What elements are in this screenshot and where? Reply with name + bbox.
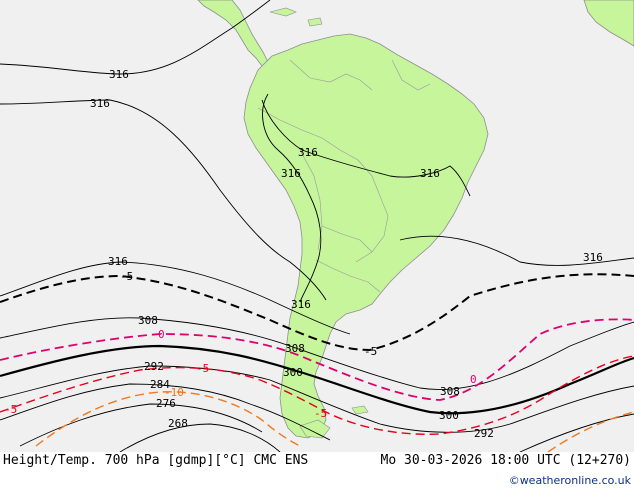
height-label: 308 (440, 385, 460, 398)
isotherm-minus10 (35, 391, 301, 447)
falkland-islands (351, 405, 369, 415)
temp-label: -5 (120, 270, 133, 283)
temp-label: -10 (164, 386, 184, 399)
contour-low-east (519, 413, 634, 452)
africa-corner (583, 0, 634, 47)
contour-308 (0, 317, 634, 390)
valid-time: Mo 30-03-2026 18:00 UTC (12+270) (380, 453, 631, 468)
height-labels: 316 316 316 316 316 316 316 316 308 308 … (90, 68, 603, 440)
temp-label: 0 (158, 328, 165, 341)
caribbean-islands (269, 7, 323, 27)
height-label: 316 (583, 251, 603, 264)
height-label: 292 (144, 360, 164, 373)
land-masses (197, 0, 634, 439)
weather-map: 316 316 316 316 316 316 316 316 308 308 … (0, 0, 634, 452)
isotherm-minus10-east (547, 411, 634, 452)
contour-292 (0, 365, 634, 433)
temp-label: -5 (364, 345, 377, 358)
height-label: 300 (439, 409, 459, 422)
tierra-del-fuego (299, 419, 331, 439)
height-label: 284 (150, 378, 170, 391)
contour-316-east (399, 235, 634, 266)
height-label: 268 (168, 417, 188, 430)
temperature-labels: -5 -5 0 0 -5 -10 -5 -5 (4, 270, 477, 420)
height-label: 308 (285, 342, 305, 355)
contour-268 (119, 423, 281, 452)
temp-label: 0 (470, 373, 477, 386)
isotherm-zero (0, 318, 634, 401)
height-label: 300 (283, 366, 303, 379)
contour-276 (19, 403, 263, 447)
height-label: 276 (156, 397, 176, 410)
temp-label: -5 (314, 407, 327, 420)
contour-316-south (0, 261, 351, 335)
temperature-contours (0, 273, 634, 452)
height-label: 316 (109, 68, 129, 81)
height-label: 316 (281, 167, 301, 180)
height-label: 316 (420, 167, 440, 180)
map-footer: Height/Temp. 700 hPa [gdmp][°C] CMC ENS … (0, 452, 634, 490)
isotherm-minus5 (0, 355, 634, 436)
contour-316-interior (261, 99, 471, 197)
map-title: Height/Temp. 700 hPa [gdmp][°C] CMC ENS (3, 453, 309, 468)
height-label: 316 (291, 298, 311, 311)
temp-label: -5 (196, 362, 209, 375)
contour-300 (0, 344, 634, 415)
height-label: 292 (474, 427, 494, 440)
height-label: 316 (108, 255, 128, 268)
height-label: 316 (90, 97, 110, 110)
contour-316-andes (262, 93, 322, 303)
contour-316-west (0, 99, 327, 301)
credit-link[interactable]: ©weatheronline.co.uk (508, 474, 631, 487)
contour-284 (0, 383, 331, 441)
height-label: 308 (138, 314, 158, 327)
country-borders (257, 59, 431, 293)
south-america (243, 33, 489, 439)
height-contours (0, 0, 634, 452)
temp-label: -5 (4, 403, 17, 416)
contour-316-north (0, 0, 271, 75)
height-label: 316 (298, 146, 318, 159)
